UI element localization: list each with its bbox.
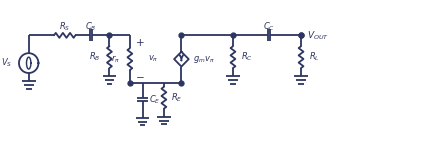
Text: $+$: $+$ [135,37,144,48]
Text: $v_\pi$: $v_\pi$ [148,54,158,64]
Text: $R_E$: $R_E$ [170,91,182,104]
Text: $-$: $-$ [135,71,144,81]
Text: $R_L$: $R_L$ [308,51,319,63]
Text: $C_E$: $C_E$ [149,94,161,106]
Text: $R_C$: $R_C$ [240,51,252,63]
Text: $r_\pi$: $r_\pi$ [111,53,120,65]
Text: $V_{OUT}$: $V_{OUT}$ [306,29,328,42]
Text: $C_C$: $C_C$ [263,21,274,33]
Text: $g_m v_\pi$: $g_m v_\pi$ [193,54,214,65]
Text: $R_S$: $R_S$ [59,21,70,33]
Text: $R_B$: $R_B$ [89,51,100,63]
Text: $V_S$: $V_S$ [1,57,12,69]
Text: $C_B$: $C_B$ [85,21,96,33]
